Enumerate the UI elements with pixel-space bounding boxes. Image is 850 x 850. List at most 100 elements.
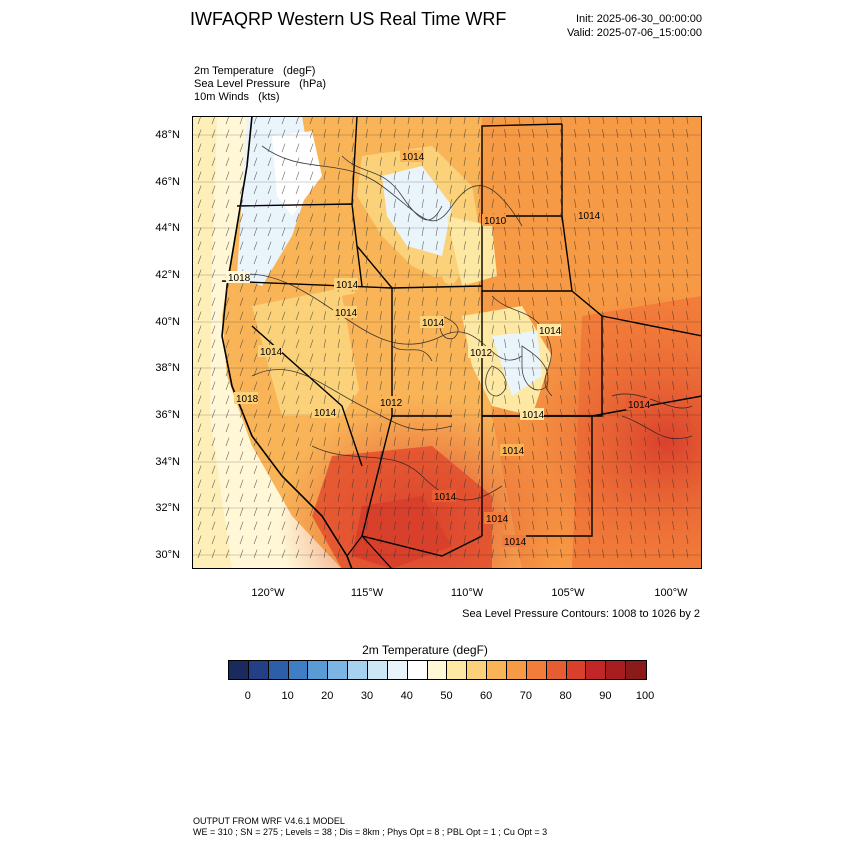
colorbar-tick-label: 80 — [559, 690, 572, 702]
lon-label: 100°W — [654, 587, 688, 599]
pressure-label: 1018 — [234, 392, 259, 405]
colorbar-swatch — [308, 661, 329, 679]
run-times: Init: 2025-06-30_00:00:00 Valid: 2025-07… — [567, 12, 702, 40]
model-version: OUTPUT FROM WRF V4.6.1 MODEL — [193, 816, 345, 826]
pressure-label: 1014 — [502, 535, 527, 548]
svg-text:1014: 1014 — [402, 152, 425, 163]
pressure-label: 1014 — [537, 324, 562, 337]
pressure-label: 1014 — [400, 150, 425, 163]
colorbar-swatch — [407, 661, 428, 679]
colorbar-swatch — [467, 661, 488, 679]
colorbar-swatch — [348, 661, 369, 679]
svg-text:1014: 1014 — [335, 308, 358, 319]
svg-text:1012: 1012 — [380, 398, 403, 409]
contour-note: Sea Level Pressure Contours: 1008 to 102… — [462, 608, 700, 620]
lon-label: 105°W — [551, 587, 585, 599]
lat-label: 48°N — [155, 129, 180, 141]
colorbar-swatch — [368, 661, 388, 679]
lat-label: 34°N — [155, 456, 180, 468]
colorbar-swatch — [387, 661, 408, 679]
colorbar-swatch — [586, 661, 607, 679]
lat-label: 44°N — [155, 222, 180, 234]
colorbar-swatch — [268, 661, 289, 679]
field-winds: 10m Winds (kts) — [194, 91, 280, 103]
svg-text:1014: 1014 — [504, 537, 527, 548]
colorbar-swatch — [487, 661, 508, 679]
svg-text:1014: 1014 — [336, 280, 359, 291]
pressure-label: 1010 — [482, 214, 507, 227]
field-pressure: Sea Level Pressure (hPa) — [194, 78, 327, 90]
colorbar-swatch — [606, 661, 627, 679]
colorbar-tick-label: 40 — [400, 690, 413, 702]
model-config: WE = 310 ; SN = 275 ; Levels = 38 ; Dis … — [193, 827, 548, 837]
svg-text:1018: 1018 — [236, 394, 259, 405]
colorbar — [228, 660, 648, 680]
colorbar-swatch — [229, 661, 249, 679]
lat-label: 38°N — [155, 362, 180, 374]
colorbar-swatch — [248, 661, 269, 679]
svg-text:1012: 1012 — [470, 348, 493, 359]
pressure-label: 1014 — [484, 512, 509, 525]
pressure-label: 1014 — [576, 209, 601, 222]
colorbar-tick-label: 70 — [519, 690, 533, 702]
svg-text:1014: 1014 — [578, 211, 601, 222]
svg-text:1014: 1014 — [486, 514, 509, 525]
pressure-label: 1014 — [420, 316, 445, 329]
pressure-label: 1012 — [468, 346, 493, 359]
colorbar-swatch — [328, 661, 349, 679]
model-info: OUTPUT FROM WRF V4.6.1 MODEL WE = 310 ; … — [193, 816, 547, 838]
colorbar-tick-label: 20 — [321, 690, 334, 702]
colorbar-swatch — [427, 661, 448, 679]
svg-text:1014: 1014 — [628, 400, 651, 411]
svg-text:1014: 1014 — [539, 326, 562, 337]
colorbar-swatch — [526, 661, 547, 679]
field-list: 2m Temperature (degF) Sea Level Pressure… — [194, 65, 326, 104]
colorbar-swatch — [288, 661, 309, 679]
colorbar-tick-label: 50 — [440, 690, 453, 702]
valid-time: Valid: 2025-07-06_15:00:00 — [567, 27, 702, 39]
lat-label: 30°N — [155, 549, 180, 561]
pressure-label: 1018 — [226, 271, 251, 284]
pressure-label: 1014 — [334, 278, 359, 291]
init-time: Init: 2025-06-30_00:00:00 — [576, 13, 702, 25]
colorbar-swatch — [507, 661, 527, 679]
lon-label: 110°W — [450, 587, 484, 599]
pressure-label: 1012 — [378, 396, 403, 409]
svg-text:1014: 1014 — [422, 318, 445, 329]
colorbar-swatch — [546, 661, 567, 679]
colorbar-title: 2m Temperature (degF) — [362, 643, 488, 657]
pressure-label: 1014 — [626, 398, 651, 411]
lat-label: 40°N — [155, 316, 180, 328]
field-temperature: 2m Temperature (degF) — [194, 65, 316, 77]
colorbar-swatch — [566, 661, 587, 679]
pressure-label: 1014 — [520, 408, 545, 421]
svg-text:1014: 1014 — [434, 492, 457, 503]
svg-text:1018: 1018 — [228, 273, 251, 284]
colorbar-tick-label: 90 — [599, 690, 612, 702]
forecast-map: 1014 1010 1014 1018 1014 1014 1014 1014 … — [192, 116, 702, 569]
lat-label: 36°N — [155, 409, 180, 421]
svg-text:1014: 1014 — [314, 408, 337, 419]
pressure-label: 1014 — [333, 306, 358, 319]
colorbar-tick-label: 30 — [360, 690, 374, 702]
pressure-label: 1014 — [500, 444, 525, 457]
colorbar-tick-label: 100 — [635, 690, 655, 702]
lat-label: 32°N — [155, 502, 180, 514]
svg-text:1010: 1010 — [484, 216, 507, 227]
lat-label: 42°N — [155, 269, 180, 281]
lat-label: 46°N — [155, 176, 180, 188]
svg-text:1014: 1014 — [260, 347, 283, 358]
svg-text:1014: 1014 — [522, 410, 545, 421]
pressure-label: 1014 — [258, 345, 283, 358]
pressure-label: 1014 — [432, 490, 457, 503]
colorbar-tick-label: 0 — [244, 690, 251, 702]
colorbar-swatch — [447, 661, 468, 679]
map-title: IWFAQRP Western US Real Time WRF — [190, 9, 507, 29]
colorbar-tick-label: 10 — [281, 690, 294, 702]
colorbar-tick-label: 60 — [480, 690, 493, 702]
pressure-label: 1014 — [312, 406, 337, 419]
lon-label: 120°W — [251, 587, 285, 599]
colorbar-swatch — [626, 661, 647, 679]
lon-label: 115°W — [350, 587, 384, 599]
svg-text:1014: 1014 — [502, 446, 525, 457]
